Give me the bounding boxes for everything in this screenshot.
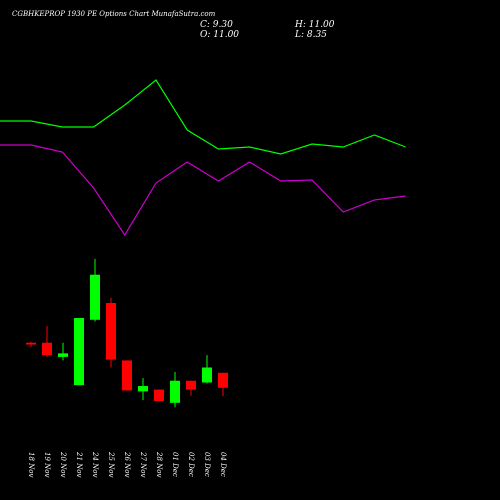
candle-body	[106, 303, 116, 360]
x-tick-label: 25 Nov	[107, 451, 115, 477]
candle-body	[74, 318, 84, 386]
indicator-line	[0, 144, 406, 237]
candle-body	[42, 342, 52, 356]
x-tick-label: 27 Nov	[139, 451, 147, 477]
x-tick-label: 04 Dec	[219, 452, 227, 477]
x-tick-label: 21 Nov	[75, 451, 83, 477]
candle-body	[218, 372, 228, 388]
close-info: C: 9.30	[200, 20, 233, 30]
candle-body	[58, 353, 68, 357]
x-tick-label: 03 Dec	[203, 452, 211, 477]
x-tick-label: 01 Dec	[171, 452, 179, 477]
candle-body	[90, 274, 100, 320]
candle-body	[122, 360, 132, 391]
low-info: L: 8.35	[294, 30, 327, 40]
x-tick-label: 26 Nov	[123, 451, 131, 477]
open-info: O: 11.00	[200, 30, 239, 40]
candle-body	[138, 386, 148, 392]
candle-body	[170, 380, 180, 403]
x-tick-label: 28 Nov	[155, 451, 163, 477]
candle-body	[154, 389, 164, 402]
candle-body	[202, 367, 212, 383]
x-tick-label: 02 Dec	[187, 452, 195, 477]
x-tick-label: 19 Nov	[43, 452, 51, 477]
x-tick-label: 20 Nov	[59, 451, 67, 477]
high-info: H: 11.00	[294, 20, 335, 30]
candle-body	[186, 380, 196, 390]
chart-title: CGBHKEPROP 1930 PE Options Chart MunafaS…	[12, 10, 216, 18]
candle-body	[26, 342, 36, 345]
x-tick-label: 24 Nov	[91, 451, 99, 477]
x-tick-label: 18 Nov	[27, 452, 35, 477]
indicator-line	[0, 79, 406, 155]
